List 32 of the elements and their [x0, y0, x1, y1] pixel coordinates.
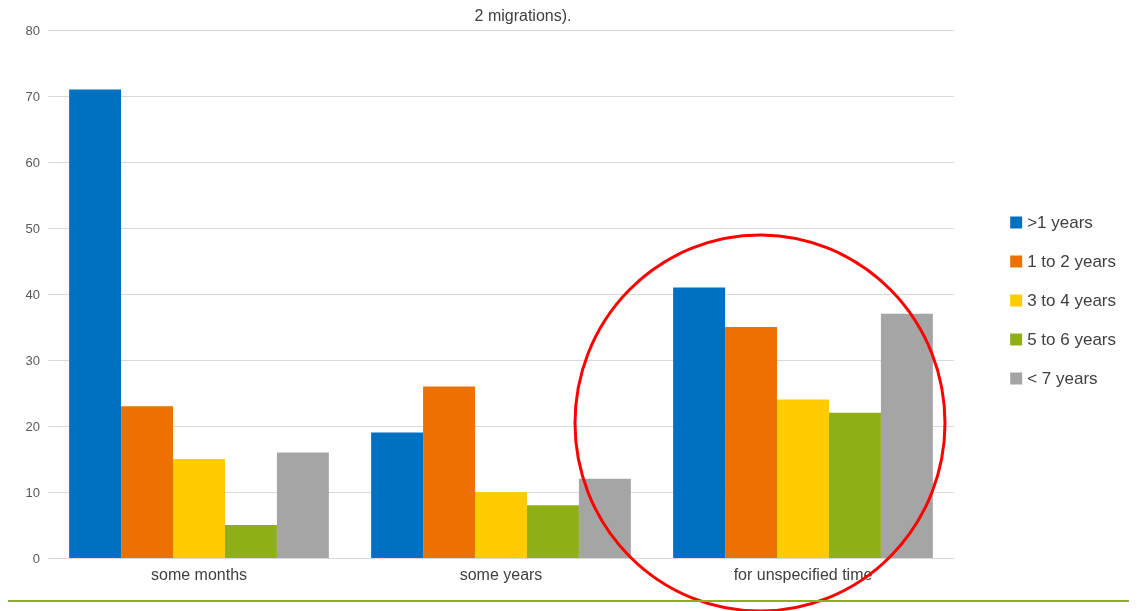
y-tick-label: 80 [25, 22, 40, 38]
bar [673, 287, 726, 558]
y-tick-label: 50 [25, 220, 40, 236]
legend-label: 5 to 6 years [1027, 330, 1116, 349]
bar [121, 406, 174, 558]
legend-label: < 7 years [1027, 369, 1098, 388]
legend-label: >1 years [1027, 213, 1093, 232]
bar [173, 459, 225, 558]
bar [828, 412, 881, 558]
bar [777, 399, 829, 558]
bar [276, 452, 329, 558]
bar [880, 313, 933, 558]
bar [578, 478, 631, 558]
y-tick-label: 0 [32, 550, 40, 566]
y-tick-label: 10 [25, 484, 40, 500]
bar [423, 386, 476, 558]
y-tick-label: 20 [25, 418, 40, 434]
y-tick-label: 70 [25, 88, 40, 104]
bar [475, 492, 527, 558]
x-tick-label: some months [150, 565, 248, 583]
chart-title: 2 migrations). [474, 6, 572, 24]
bar [526, 505, 579, 558]
legend-label: 1 to 2 years [1027, 252, 1116, 271]
bar [69, 89, 122, 558]
bar [725, 327, 778, 558]
x-tick-label: some years [459, 565, 543, 583]
bar [224, 525, 277, 558]
y-tick-label: 40 [25, 286, 40, 302]
y-tick-label: 60 [25, 154, 40, 170]
y-tick-label: 30 [25, 352, 40, 368]
bar [371, 432, 424, 558]
legend-label: 3 to 4 years [1027, 291, 1116, 310]
